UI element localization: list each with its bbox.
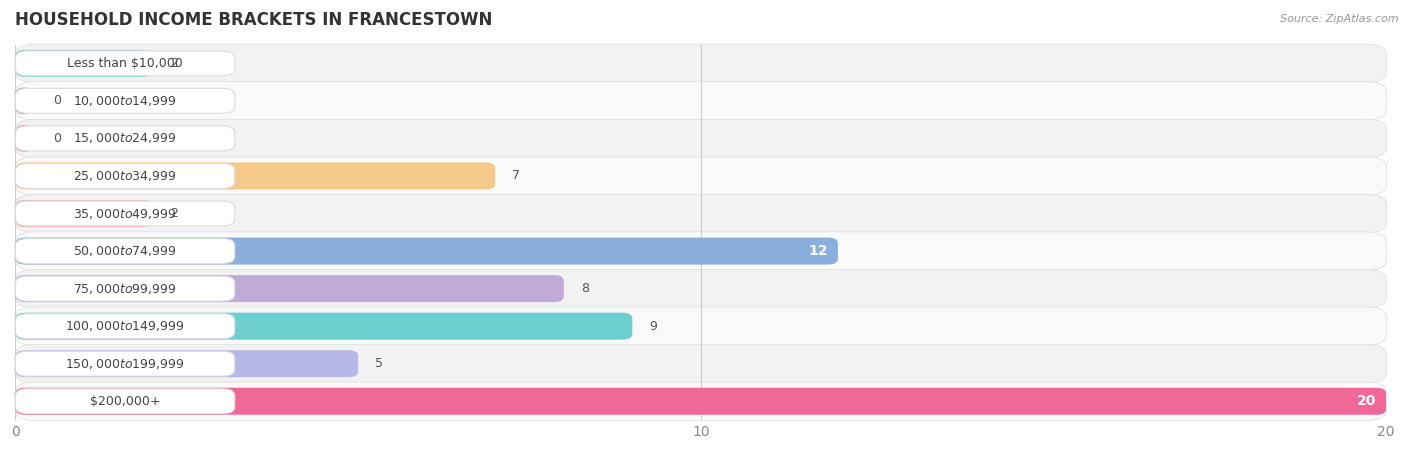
FancyBboxPatch shape bbox=[15, 157, 1386, 195]
FancyBboxPatch shape bbox=[15, 382, 1386, 420]
Text: 20: 20 bbox=[1357, 394, 1376, 408]
FancyBboxPatch shape bbox=[15, 50, 153, 77]
Text: 2: 2 bbox=[170, 207, 177, 220]
Text: Less than $10,000: Less than $10,000 bbox=[67, 57, 183, 70]
FancyBboxPatch shape bbox=[15, 200, 153, 227]
Text: 0: 0 bbox=[53, 94, 62, 108]
FancyBboxPatch shape bbox=[15, 194, 1386, 233]
Text: $25,000 to $34,999: $25,000 to $34,999 bbox=[73, 169, 177, 183]
FancyBboxPatch shape bbox=[15, 307, 1386, 345]
Text: 12: 12 bbox=[808, 244, 828, 258]
FancyBboxPatch shape bbox=[15, 126, 235, 151]
FancyBboxPatch shape bbox=[15, 163, 235, 189]
FancyBboxPatch shape bbox=[15, 351, 235, 376]
Text: $10,000 to $14,999: $10,000 to $14,999 bbox=[73, 94, 177, 108]
FancyBboxPatch shape bbox=[15, 388, 1386, 415]
FancyBboxPatch shape bbox=[15, 313, 633, 340]
Text: $50,000 to $74,999: $50,000 to $74,999 bbox=[73, 244, 177, 258]
FancyBboxPatch shape bbox=[15, 125, 32, 152]
FancyBboxPatch shape bbox=[15, 119, 1386, 158]
Text: HOUSEHOLD INCOME BRACKETS IN FRANCESTOWN: HOUSEHOLD INCOME BRACKETS IN FRANCESTOWN bbox=[15, 11, 494, 29]
FancyBboxPatch shape bbox=[15, 350, 359, 377]
Text: 7: 7 bbox=[512, 170, 520, 182]
FancyBboxPatch shape bbox=[15, 314, 235, 338]
Text: 8: 8 bbox=[581, 282, 589, 295]
FancyBboxPatch shape bbox=[15, 89, 235, 113]
Text: $35,000 to $49,999: $35,000 to $49,999 bbox=[73, 207, 177, 220]
Text: $200,000+: $200,000+ bbox=[90, 395, 160, 408]
FancyBboxPatch shape bbox=[15, 44, 1386, 82]
FancyBboxPatch shape bbox=[15, 270, 1386, 308]
FancyBboxPatch shape bbox=[15, 201, 235, 226]
FancyBboxPatch shape bbox=[15, 238, 838, 265]
FancyBboxPatch shape bbox=[15, 275, 564, 302]
FancyBboxPatch shape bbox=[15, 345, 1386, 383]
FancyBboxPatch shape bbox=[15, 276, 235, 301]
Text: $150,000 to $199,999: $150,000 to $199,999 bbox=[66, 357, 184, 371]
FancyBboxPatch shape bbox=[15, 232, 1386, 270]
Text: $75,000 to $99,999: $75,000 to $99,999 bbox=[73, 282, 177, 296]
FancyBboxPatch shape bbox=[15, 87, 32, 114]
Text: $15,000 to $24,999: $15,000 to $24,999 bbox=[73, 131, 177, 145]
FancyBboxPatch shape bbox=[15, 238, 235, 264]
Text: 5: 5 bbox=[375, 357, 384, 370]
FancyBboxPatch shape bbox=[15, 389, 235, 414]
FancyBboxPatch shape bbox=[15, 51, 235, 76]
FancyBboxPatch shape bbox=[15, 82, 1386, 120]
Text: 9: 9 bbox=[650, 320, 657, 333]
FancyBboxPatch shape bbox=[15, 162, 495, 189]
Text: Source: ZipAtlas.com: Source: ZipAtlas.com bbox=[1281, 14, 1399, 23]
Text: $100,000 to $149,999: $100,000 to $149,999 bbox=[66, 319, 184, 333]
Text: 2: 2 bbox=[170, 57, 177, 70]
Text: 0: 0 bbox=[53, 132, 62, 145]
